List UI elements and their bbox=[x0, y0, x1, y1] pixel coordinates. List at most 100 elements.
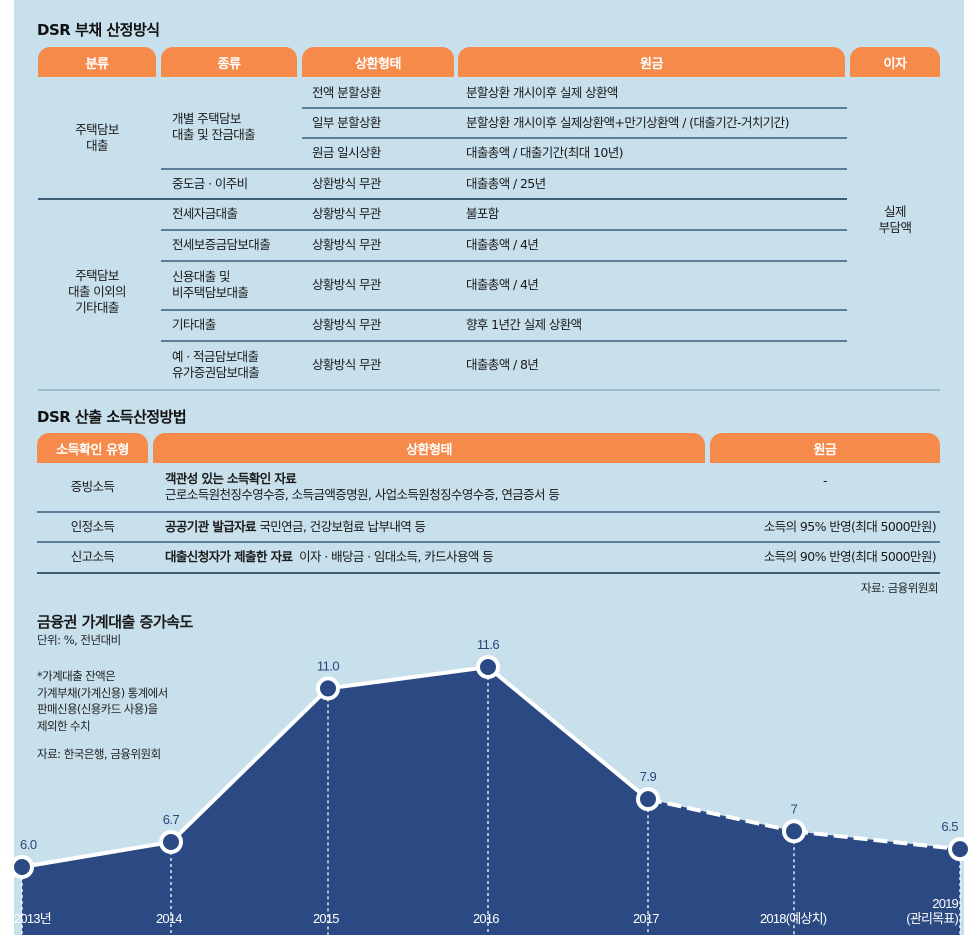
income-desc-2-text: 국민연금, 건강보험료 납부내역 등 bbox=[255, 519, 426, 534]
chart-title: 금융권 가계대출 증가속도 bbox=[37, 613, 193, 631]
category-other-loans: 주택담보 대출 이외의 기타대출 bbox=[68, 268, 126, 315]
data-point-marker bbox=[10, 855, 34, 879]
income-type-3: 신고소득 bbox=[70, 549, 115, 564]
data-point-marker bbox=[476, 655, 500, 679]
principal-row-9: 대출총액 / 8년 bbox=[466, 357, 539, 372]
table-bottom-border bbox=[37, 572, 940, 574]
x-axis-label: 2019 bbox=[932, 896, 958, 911]
growth-area-chart: 6.0 6.7 11.0 11.6 7.9 7 6.5 2013년 2014 2015 2016 20… bbox=[10, 637, 972, 935]
row-divider bbox=[161, 340, 847, 342]
chart-source: 자료: 한국은행, 금융위원회 bbox=[37, 747, 161, 761]
header-type: 종류 bbox=[161, 47, 297, 77]
header-income-repayment: 상환형태 bbox=[153, 433, 705, 463]
type-other-loan: 기타대출 bbox=[172, 317, 216, 332]
value-label: 6.0 bbox=[20, 837, 37, 852]
debt-table-title: DSR 부채 산정방식 bbox=[37, 21, 160, 39]
data-point-marker bbox=[636, 787, 660, 812]
income-desc-2: 공공기관 발급자료 국민연금, 건강보험료 납부내역 등 bbox=[165, 513, 710, 541]
type-deposit-secured: 예 · 적금담보대출 유가증권담보대출 bbox=[172, 349, 260, 380]
x-axis-label: 2014 bbox=[156, 911, 182, 926]
interest-value: 실제 부담액 bbox=[878, 204, 912, 235]
header-interest: 이자 bbox=[850, 47, 940, 77]
chart-note-line: *가계대출 잔액은 bbox=[37, 669, 116, 683]
value-label: 6.5 bbox=[941, 819, 958, 834]
type-jeonse-deposit: 전세보증금담보대출 bbox=[172, 237, 271, 252]
data-point-marker bbox=[159, 830, 183, 854]
x-axis-label: 2018(예상치) bbox=[760, 911, 827, 926]
x-axis-label: 2013년 bbox=[14, 911, 51, 926]
repayment-row-6: 상황방식 무관 bbox=[312, 237, 381, 252]
repayment-row-3: 원금 일시상환 bbox=[312, 145, 381, 160]
x-axis-label: 2015 bbox=[313, 911, 339, 926]
value-label: 7 bbox=[791, 801, 798, 816]
income-desc-1: 객관성 있는 소득확인 자료 근로소득원천징수영수증, 소득금액증명원, 사업소… bbox=[165, 466, 710, 508]
principal-row-3: 대출총액 / 대출기간(최대 10년) bbox=[466, 145, 624, 160]
repayment-row-1: 전액 분할상환 bbox=[312, 85, 381, 100]
type-individual-housing: 개별 주택담보 대출 및 잔금대출 bbox=[172, 111, 256, 142]
row-divider bbox=[302, 137, 847, 139]
chart-note-line: 가계부채(가계신용) 통계에서 bbox=[37, 685, 168, 700]
table-bottom-border bbox=[38, 389, 940, 391]
repayment-row-9: 상황방식 무관 bbox=[312, 357, 381, 372]
principal-row-2: 분할상환 개시이후 실제상환액+만기상환액 / (대출기간-거치기간) bbox=[466, 115, 789, 130]
chart-note-line: 판매신용(신용카드 사용)을 bbox=[37, 702, 158, 716]
repayment-row-4: 상환방식 무관 bbox=[312, 176, 381, 191]
income-principal-3: 소득의 90% 반영(최대 5000만원) bbox=[763, 549, 937, 564]
income-desc-3-text: 이자 · 배당금 · 임대소득, 카드사용액 등 bbox=[292, 549, 494, 564]
income-desc-3-bold: 대출신청자가 제출한 자료 bbox=[165, 549, 293, 564]
group-divider bbox=[38, 198, 847, 200]
projection-line bbox=[793, 829, 961, 852]
data-point-marker bbox=[782, 819, 806, 844]
value-label: 11.6 bbox=[477, 637, 500, 652]
trend-line bbox=[169, 686, 330, 844]
chart-unit: 단위: %, 전년대비 bbox=[37, 633, 121, 647]
data-point-marker bbox=[948, 837, 972, 862]
row-divider bbox=[161, 309, 847, 311]
income-desc-1-text: 근로소득원천징수영수증, 소득금액증명원, 사업소득원청징수영수증, 연금증서 … bbox=[165, 487, 560, 502]
area-fill bbox=[22, 667, 960, 935]
type-interim-payment: 중도금 · 이주비 bbox=[172, 176, 248, 191]
header-repayment: 상환형태 bbox=[302, 47, 454, 77]
repayment-row-5: 상황방식 무관 bbox=[312, 206, 381, 221]
income-principal-1: - bbox=[823, 473, 828, 488]
principal-row-7: 대출총액 / 4년 bbox=[466, 277, 539, 292]
x-axis-label: (관리목표) bbox=[906, 911, 958, 926]
principal-row-4: 대출총액 / 25년 bbox=[466, 176, 546, 191]
trend-line bbox=[20, 840, 173, 869]
row-divider bbox=[37, 541, 940, 543]
principal-row-6: 대출총액 / 4년 bbox=[466, 237, 539, 252]
row-divider bbox=[161, 229, 847, 231]
value-label: 11.0 bbox=[317, 658, 340, 673]
repayment-row-2: 일부 분할상환 bbox=[312, 115, 381, 130]
principal-row-1: 분할상환 개시이후 실제 상환액 bbox=[466, 85, 618, 100]
income-desc-3: 대출신청자가 제출한 자료 이자 · 배당금 · 임대소득, 카드사용액 등 bbox=[165, 543, 710, 571]
row-divider bbox=[161, 260, 847, 262]
header-principal: 원금 bbox=[458, 47, 845, 77]
value-label: 7.9 bbox=[640, 769, 657, 784]
repayment-row-8: 상황방식 무관 bbox=[312, 317, 381, 332]
x-axis-label: 2016 bbox=[473, 911, 499, 926]
income-table-title: DSR 산출 소득산정방법 bbox=[37, 408, 187, 426]
chart-note-line: 제외한 수치 bbox=[37, 718, 91, 733]
type-jeonse-fund: 전세자금대출 bbox=[172, 206, 238, 221]
header-income-principal: 원금 bbox=[710, 433, 940, 463]
header-income-type: 소득확인 유형 bbox=[37, 433, 148, 463]
chart-note: *가계대출 잔액은 가계부채(가계신용) 통계에서 판매신용(신용카드 사용)을… bbox=[37, 668, 168, 734]
trend-line bbox=[486, 665, 650, 802]
income-type-1: 증빙소득 bbox=[70, 479, 115, 494]
repayment-row-7: 상황방식 무관 bbox=[312, 277, 381, 292]
income-principal-2: 소득의 95% 반영(최대 5000만원) bbox=[763, 519, 937, 534]
value-label: 6.7 bbox=[163, 812, 180, 827]
income-type-2: 인정소득 bbox=[70, 519, 115, 534]
row-divider bbox=[161, 168, 847, 170]
category-housing-loan: 주택담보 대출 bbox=[75, 122, 119, 153]
principal-row-8: 향후 1년간 실제 상환액 bbox=[466, 317, 582, 332]
income-desc-2-bold: 공공기관 발급자료 bbox=[165, 519, 257, 534]
trend-line bbox=[326, 665, 490, 691]
type-credit-loan: 신용대출 및 비주택담보대출 bbox=[172, 269, 249, 300]
header-category: 분류 bbox=[38, 47, 156, 77]
income-source: 자료: 금융위원회 bbox=[860, 581, 939, 595]
row-divider bbox=[302, 107, 847, 109]
x-axis-label: 2017 bbox=[633, 911, 659, 926]
data-point-marker bbox=[316, 676, 340, 701]
